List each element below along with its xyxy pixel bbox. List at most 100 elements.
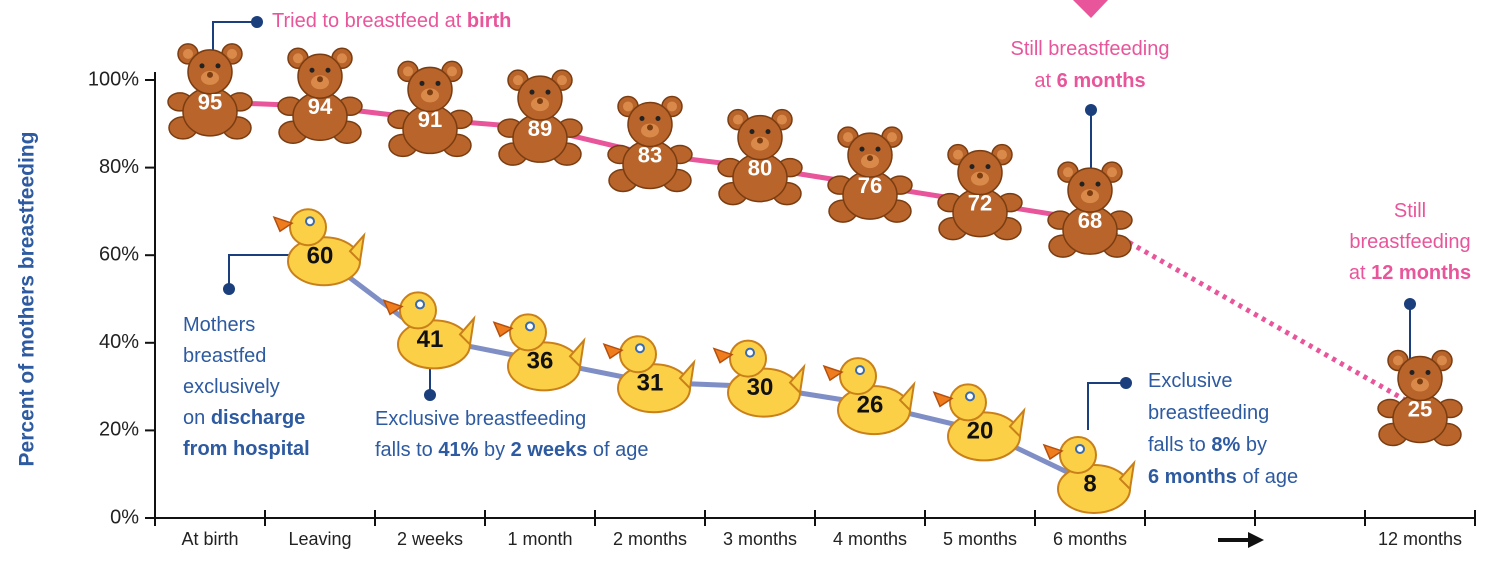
teddy-eye (860, 147, 865, 152)
connector-dot (223, 283, 235, 295)
teddy-nose (427, 89, 433, 95)
value-label: 91 (418, 107, 442, 132)
value-label: 26 (857, 391, 884, 418)
connector-dot (424, 389, 436, 401)
teddy-nose (207, 72, 213, 78)
annotation-part: birth (467, 10, 511, 32)
duck-eye (746, 349, 754, 357)
teddy-nose (977, 173, 983, 179)
teddy-nose (757, 138, 763, 144)
duck-head (290, 209, 326, 245)
annotation-part: 41% (438, 439, 478, 461)
teddy-ear-inner (227, 49, 237, 59)
annotation-part: on (183, 407, 211, 429)
teddy-ear-inner (887, 132, 897, 142)
annotation-part: 6 months (1057, 70, 1146, 92)
teddy-eye (766, 129, 771, 134)
teddy-ear-inner (953, 150, 963, 160)
teddy-ear-inner (623, 101, 633, 111)
teddy-eye (656, 116, 661, 121)
annotation-part: Still breastfeeding (1011, 38, 1170, 60)
annotation: Exclusive (1148, 370, 1232, 392)
teddy-ear-inner (777, 115, 787, 125)
annotation-part: from hospital (183, 438, 310, 460)
teddy-nose (867, 155, 873, 161)
duck-head (1060, 437, 1096, 473)
teddy-eye (876, 147, 881, 152)
value-label: 89 (528, 116, 552, 141)
teddy-ear-inner (337, 53, 347, 63)
value-label: 31 (637, 370, 664, 397)
annotation-part: Mothers (183, 314, 255, 336)
annotation: at 12 months (1349, 262, 1471, 284)
annotation-part: of age (1237, 466, 1298, 488)
value-label: 8 (1083, 470, 1096, 497)
annotation: Tried to breastfeed at birth (272, 10, 511, 32)
teddy-eye (1096, 182, 1101, 187)
value-label: 95 (198, 90, 222, 115)
teddy-eye (310, 68, 315, 73)
value-label: 36 (527, 348, 554, 375)
teddy-eye (326, 68, 331, 73)
annotation-part: exclusively (183, 376, 280, 398)
y-tick-label: 40% (99, 331, 139, 353)
teddy-eye (640, 116, 645, 121)
annotation: falls to 41% by 2 weeks of age (375, 439, 649, 461)
annotation: Mothers (183, 314, 255, 336)
connector-dot (1120, 377, 1132, 389)
teddy-eye (200, 63, 205, 68)
annotation-part: Exclusive (1148, 370, 1232, 392)
y-tick-label: 60% (99, 243, 139, 265)
annotation: Still (1394, 200, 1426, 222)
annotation: from hospital (183, 438, 310, 460)
teddy-eye (420, 81, 425, 86)
teddy-ear-inner (843, 132, 853, 142)
annotation: 6 months of age (1148, 466, 1298, 488)
duck-head (730, 341, 766, 377)
y-tick-label: 0% (110, 506, 139, 528)
teddy-nose (1087, 190, 1093, 196)
y-axis-label: Percent of mothers breastfeeding (16, 132, 39, 467)
x-tick-label: 5 months (943, 529, 1017, 549)
annotation-part: breastfed (183, 345, 266, 367)
annotation: breastfeeding (1349, 231, 1470, 253)
teddy-eye (530, 90, 535, 95)
value-label: 60 (307, 243, 334, 270)
annotation-part: breastfeeding (1349, 231, 1470, 253)
teddy-ear-inner (667, 101, 677, 111)
duck-head (620, 336, 656, 372)
arrow-head (1248, 532, 1264, 548)
annotation-part: 12 months (1371, 262, 1471, 284)
annotation-part: 6 months (1148, 466, 1237, 488)
teddy-eye (546, 90, 551, 95)
annotation-part: 8% (1211, 434, 1240, 456)
duck-head (510, 314, 546, 350)
value-label: 20 (967, 418, 994, 445)
value-label: 68 (1078, 208, 1102, 233)
annotation-part: of age (587, 439, 648, 461)
x-tick-label: 4 months (833, 529, 907, 549)
teddy-ear-inner (293, 53, 303, 63)
duck-eye (1076, 445, 1084, 453)
teddy-ear-inner (513, 75, 523, 85)
teddy-eye (216, 63, 221, 68)
value-label: 41 (417, 326, 444, 353)
annotation-part: by (478, 439, 510, 461)
duck-eye (416, 300, 424, 308)
x-tick-label: At birth (181, 529, 238, 549)
value-label: 94 (308, 94, 333, 119)
y-tick-label: 100% (88, 68, 139, 90)
annotation-part: breastfeeding (1148, 402, 1269, 424)
annotation-part: falls to (375, 439, 438, 461)
teddy-ear-inner (557, 75, 567, 85)
teddy-nose (1417, 379, 1423, 385)
annotation-part: Tried to breastfeed at (272, 10, 467, 32)
annotation: Still breastfeeding (1011, 38, 1170, 60)
chart: Percent of mothers breastfeeding 0%20%40… (0, 0, 1502, 561)
annotation: falls to 8% by (1148, 434, 1267, 456)
annotation: at 6 months (1034, 70, 1145, 92)
teddy-ear-inner (1107, 167, 1117, 177)
annotation: on discharge (183, 407, 305, 429)
teddy-nose (647, 124, 653, 130)
teddy-ear-inner (447, 66, 457, 76)
